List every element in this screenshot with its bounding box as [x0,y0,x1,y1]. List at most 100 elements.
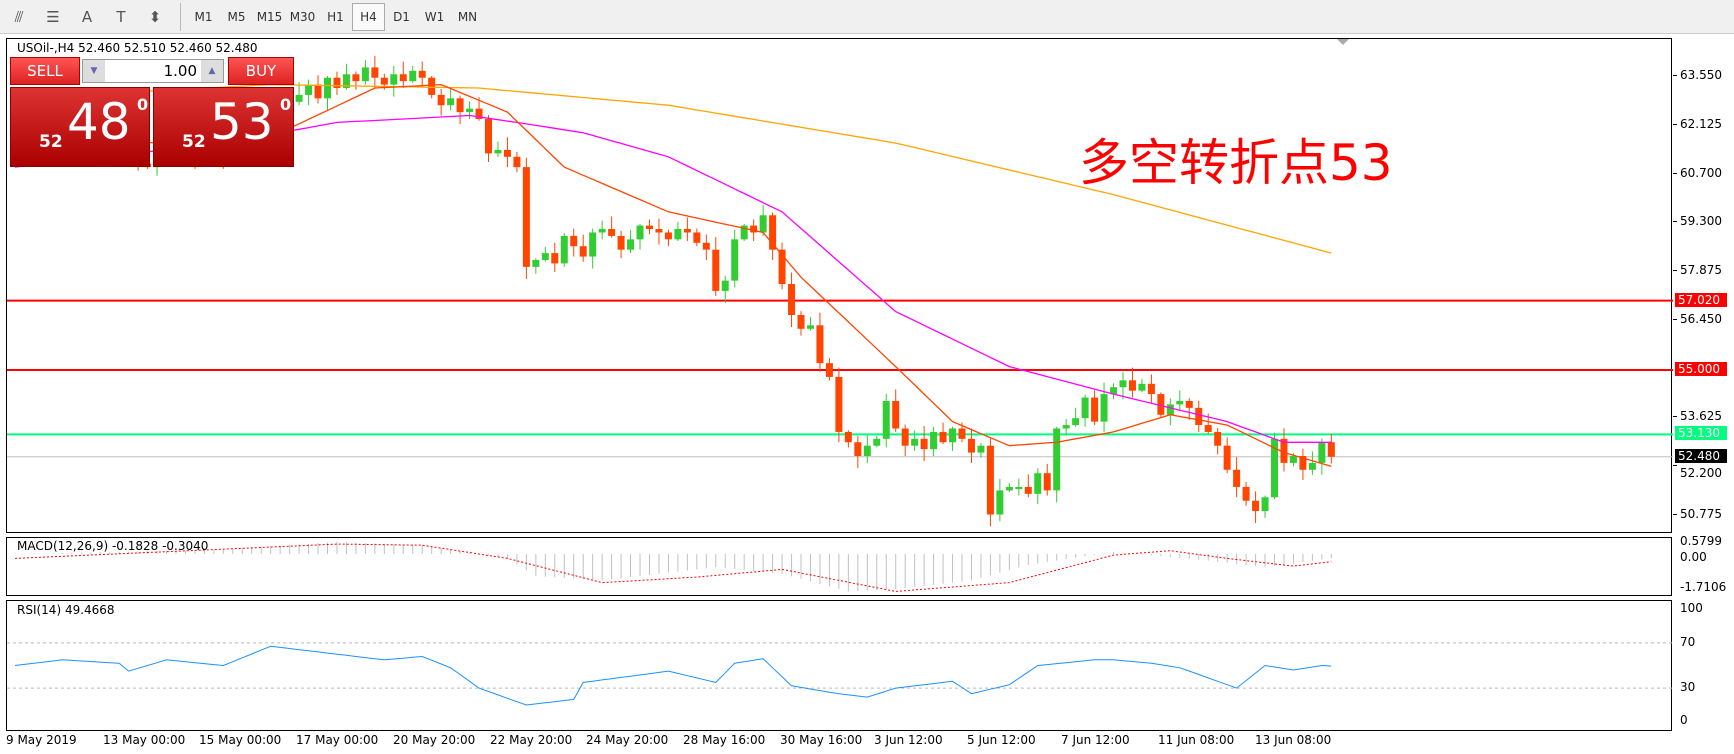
candle-bullish [1053,428,1061,491]
candle-bullish [1166,404,1174,415]
volume-input: ▼ 1.00 ▲ [82,59,224,83]
candle-bearish [825,363,833,377]
candle-bullish [740,225,748,240]
candle-bearish [1157,394,1165,415]
fibonacci-icon[interactable]: ☰ [46,7,60,26]
candle-bearish [1043,473,1051,491]
candle-bullish [996,490,1004,515]
candle-bullish [1081,397,1089,419]
candle-bullish [863,445,871,457]
level-price-tag: 53.130 [1675,426,1727,441]
candle-bullish [1308,462,1316,470]
timeframe-m30[interactable]: M30 [289,9,316,24]
price-tick [1673,173,1677,174]
price-label: 62.125 [1680,117,1722,131]
macd-axis-zero: 0.00 [1680,550,1707,564]
candle-bearish [816,325,824,364]
candle-bullish [541,253,549,260]
time-label: 5 Jun 12:00 [967,733,1036,747]
candle-bullish [1138,383,1146,391]
candle-bearish [712,249,720,291]
time-label: 22 May 20:00 [490,733,573,747]
candle-bearish [1185,400,1193,408]
sell-button[interactable]: SELL [10,57,80,85]
sell-price-fraction: 0 [137,95,149,114]
rsi-axis-30: 30 [1680,680,1696,694]
time-axis: 9 May 2019 13 May 00:00 15 May 00:00 17 May… [0,733,1734,753]
timeframe-m5[interactable]: M5 [227,9,246,24]
candle-bearish [939,431,947,443]
rsi-axis-70: 70 [1680,635,1696,649]
candle-bullish [731,239,739,281]
candle-bullish [977,445,985,453]
candle-bullish [1119,380,1127,388]
chart-shift-marker[interactable] [1337,39,1349,45]
volume-decrease-button[interactable]: ▼ [83,60,105,82]
timeframe-w1[interactable]: W1 [424,9,445,24]
sell-price-box[interactable]: 52 48 0 [10,87,150,167]
candle-bearish [854,442,862,457]
time-label: 11 Jun 08:00 [1158,733,1235,747]
candle-bearish [835,376,843,432]
price-label: 59.300 [1680,214,1722,229]
candle-bullish [1176,400,1184,405]
candle-bearish [485,118,492,154]
level-price-tag: 57.020 [1675,292,1727,307]
candle-bullish [911,438,919,446]
rsi-axis-0: 0 [1680,713,1688,727]
time-label: 13 May 00:00 [103,733,186,747]
sell-price-prefix: 52 [39,132,63,152]
time-label: 9 May 2019 [6,733,77,747]
candle-bearish [702,242,710,250]
rsi-panel[interactable]: RSI(14) 49.4668 [6,600,1673,731]
arrows-icon[interactable]: ⬍ [148,7,162,26]
timeframe-h4[interactable]: H4 [352,2,385,31]
candle-bearish [437,94,445,106]
line-studies-icon[interactable]: ⫻ [14,7,24,26]
candle-bearish [1091,397,1099,422]
timeframe-m1[interactable]: M1 [194,9,213,24]
candle-bearish [1204,425,1212,432]
candle-bearish [1299,456,1307,470]
candle-bullish [324,77,332,99]
candle-bearish [645,225,653,230]
rsi-legend: RSI(14) 49.4668 [17,603,115,617]
candle-bullish [1100,394,1108,422]
candle-bearish [617,235,625,250]
macd-panel[interactable]: MACD(12,26,9) -0.1828 -0.3040 [6,537,1672,596]
candle-bearish [1242,486,1250,501]
text-icon[interactable]: A [81,7,93,26]
text-label-icon[interactable]: T [116,7,126,26]
volume-value[interactable]: 1.00 [163,62,197,80]
price-label: 53.625 [1680,409,1722,424]
candle-bearish [551,253,559,264]
main-chart[interactable]: USOil-,H4 52.460 52.510 52.460 52.480 多空… [6,38,1673,533]
candle-bearish [769,215,777,250]
candle-bullish [636,225,644,240]
buy-price-box[interactable]: 52 53 0 [153,87,294,167]
rsi-line [14,645,1332,706]
candle-bullish [1110,387,1118,395]
macd-axis-min: -1.7106 [1680,580,1727,594]
timeframe-h1[interactable]: H1 [327,9,344,24]
price-tick [1673,465,1677,467]
price-label: 56.450 [1680,312,1722,327]
timeframe-d1[interactable]: D1 [393,9,410,24]
candle-bearish [788,284,796,316]
price-tick [1673,75,1677,76]
price-tick [1673,319,1677,321]
macd-svg [14,541,1332,592]
candle-bearish [1214,431,1222,446]
candle-bearish [371,67,379,78]
candle-bearish [920,438,928,450]
price-tick [1673,514,1677,516]
buy-button[interactable]: BUY [228,57,294,85]
timeframe-m15[interactable]: M15 [256,9,283,24]
price-chart-svg [7,39,1673,527]
candle-bullish [1261,497,1269,512]
timeframe-mn[interactable]: MN [457,9,478,24]
candle-bearish [352,74,360,82]
candle-bearish [513,156,521,168]
candle-bearish [844,431,852,443]
volume-increase-button[interactable]: ▲ [201,60,223,82]
